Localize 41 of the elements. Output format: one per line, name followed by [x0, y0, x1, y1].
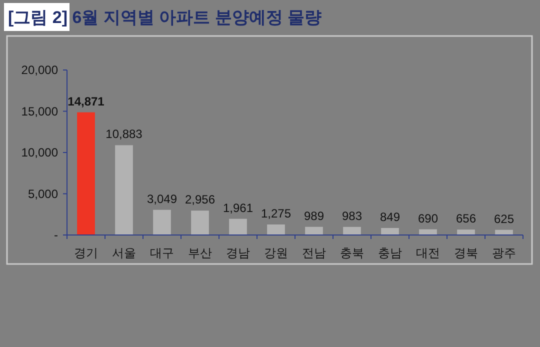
data-label: 656 [456, 212, 476, 226]
chart-title: [그림 2] 6월 지역별 아파트 분양예정 물량 [8, 8, 322, 27]
data-label: 625 [494, 212, 514, 226]
y-tick-label: - [54, 228, 58, 242]
x-tick-label: 경북 [454, 246, 478, 260]
title: [그림 2] 6월 지역별 아파트 분양예정 물량 [4, 3, 322, 31]
data-label: 983 [342, 208, 362, 223]
bar [191, 210, 209, 235]
data-label: 690 [418, 211, 438, 226]
x-tick-label: 충남 [378, 246, 402, 260]
bar [153, 210, 171, 235]
bar [457, 230, 475, 235]
bar [267, 224, 285, 235]
x-tick-label: 대구 [150, 246, 174, 260]
bar [343, 226, 361, 235]
data-label: 10,883 [106, 127, 143, 142]
data-label: 989 [304, 208, 324, 223]
x-tick-label: 충북 [340, 246, 364, 260]
x-tick-label: 광주 [492, 246, 516, 260]
bar [77, 112, 95, 235]
bar [305, 226, 323, 235]
y-tick-label: 15,000 [21, 104, 58, 118]
x-tick-label: 대전 [416, 246, 440, 260]
data-label: 14,871 [68, 94, 105, 108]
x-tick-label: 서울 [112, 246, 136, 260]
x-tick-label: 부산 [188, 246, 212, 260]
x-tick-label: 강원 [264, 246, 288, 260]
y-tick-label: 5,000 [28, 186, 58, 201]
x-tick-label: 경기 [74, 246, 98, 260]
bar [229, 218, 247, 235]
y-tick-label: 20,000 [21, 63, 58, 77]
x-tick-label: 전남 [302, 246, 326, 260]
y-tick-label: 10,000 [21, 146, 58, 160]
data-label: 1,961 [222, 200, 254, 215]
x-tick-label: 경남 [226, 246, 250, 260]
data-label: 2,956 [184, 192, 216, 207]
bar [115, 145, 133, 235]
data-label: 3,049 [146, 192, 178, 206]
data-label: 1,275 [260, 206, 292, 220]
bar [381, 228, 399, 235]
data-label: 849 [380, 210, 400, 224]
